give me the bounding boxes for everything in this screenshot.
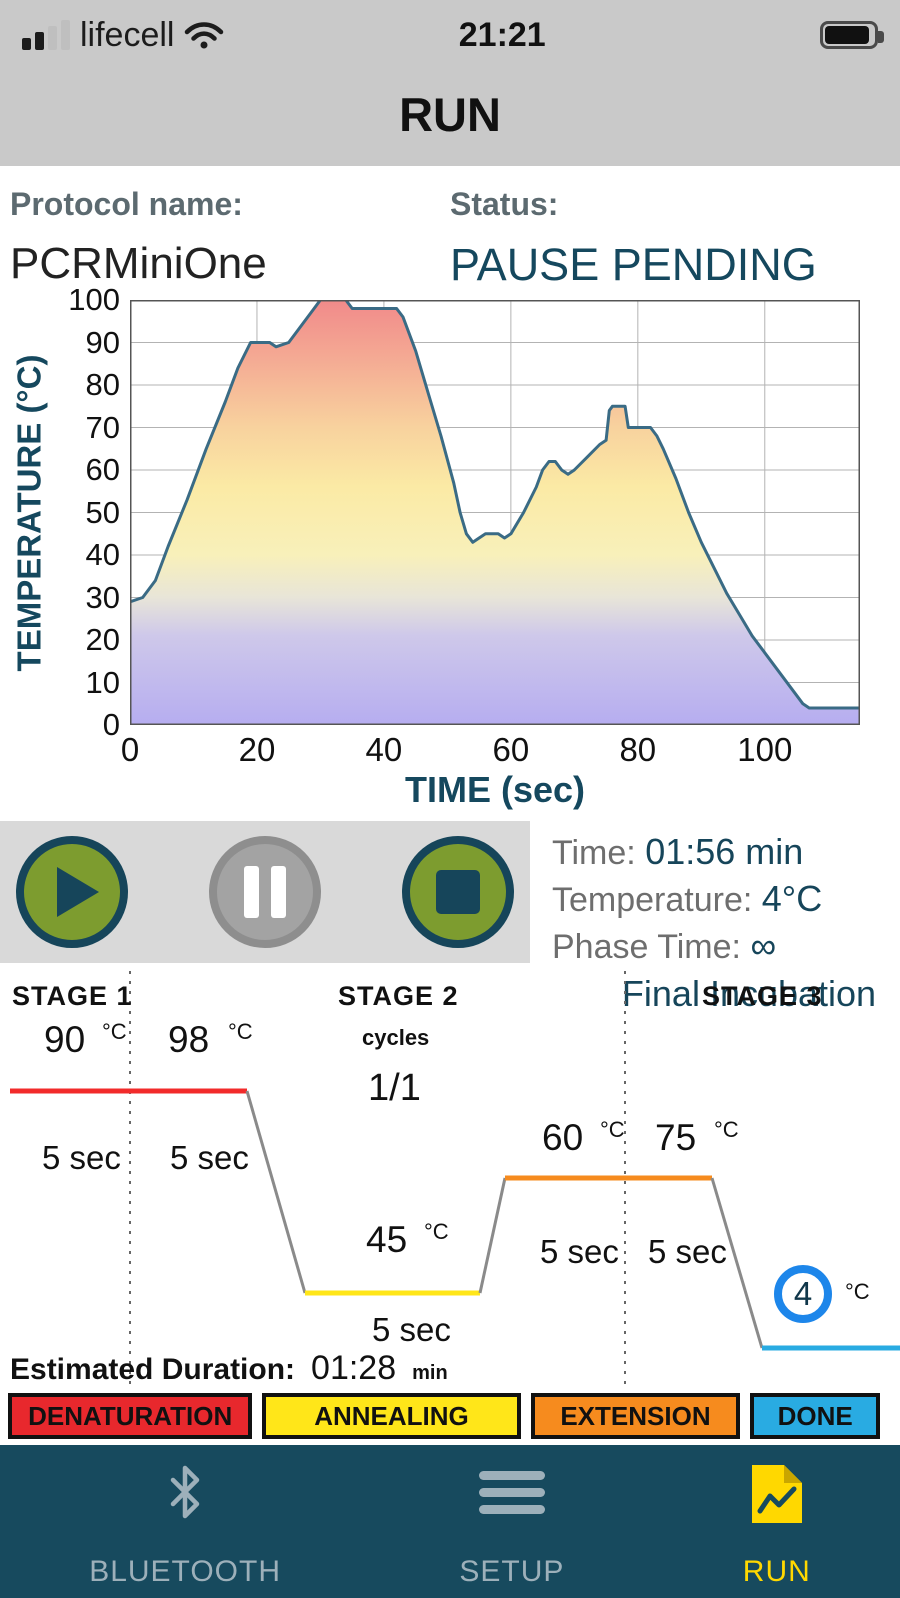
final-temp-unit: °C <box>845 1279 870 1304</box>
status-value: PAUSE PENDING <box>450 239 817 290</box>
time-value: 01:56 min <box>645 831 804 872</box>
phase-button-annealing[interactable]: ANNEALING <box>262 1393 521 1439</box>
temperature-label: Temperature: <box>552 881 753 919</box>
nav-item-run[interactable]: RUN <box>743 1445 811 1598</box>
x-axis-title: TIME (sec) <box>404 769 586 810</box>
phase-time-value: ∞ <box>750 925 777 966</box>
stage-profile-lines <box>10 971 900 1389</box>
extension-unit1: °C <box>600 1117 625 1142</box>
extension-duration2: 5 sec <box>648 1233 727 1270</box>
controls-section: Time: 01:56 min Temperature: 4°C Phase T… <box>0 821 900 1014</box>
stop-button[interactable] <box>402 836 514 948</box>
time-label: Time: <box>552 834 636 872</box>
nav-label-bluetooth: BLUETOOTH <box>89 1555 281 1588</box>
estimated-duration: Estimated Duration: 01:28 min <box>10 1349 448 1388</box>
run-info-panel: Time: 01:56 min Temperature: 4°C Phase T… <box>530 821 900 1014</box>
nav-label-run: RUN <box>742 1555 811 1588</box>
phase-button-done[interactable]: DONE <box>750 1393 880 1439</box>
wifi-icon <box>185 22 224 49</box>
chart-plot-area <box>130 300 860 725</box>
phase-button-extension[interactable]: EXTENSION <box>530 1393 741 1439</box>
status-bar-clock: 21:21 <box>458 15 546 54</box>
phase-time-label: Phase Time: <box>552 928 741 966</box>
cellular-signal-icon <box>22 20 70 50</box>
annealing-duration: 5 sec <box>372 1311 451 1348</box>
menu-icon <box>478 1463 545 1522</box>
stage1-title: STAGE 1 <box>12 981 133 1011</box>
bottom-navigation: BLUETOOTH SETUP RUN <box>0 1445 900 1598</box>
phase-button-denaturation[interactable]: DENATURATION <box>8 1393 253 1439</box>
stage1-step1-duration: 5 sec <box>42 1139 121 1176</box>
phase-buttons-row: DENATURATION ANNEALING EXTENSION DONE <box>0 1389 900 1445</box>
extension-duration1: 5 sec <box>540 1233 619 1270</box>
playback-controls <box>0 821 530 963</box>
cycles-caption: cycles <box>362 1025 430 1050</box>
stage1-step2-temp: 98 <box>168 1019 210 1060</box>
final-temp-badge: 4 <box>774 1265 832 1323</box>
stage1-step2-duration: 5 sec <box>170 1139 249 1176</box>
extension-temp2: 75 <box>655 1117 697 1158</box>
nav-label-setup: SETUP <box>459 1555 565 1588</box>
phase-name: Final Incubation <box>621 973 877 1014</box>
stage2-title: STAGE 2 <box>338 981 459 1011</box>
temperature-chart: TEMPERATURE (°C) 0 10 20 30 40 50 60 70 80 90 100 … <box>0 282 900 815</box>
extension-unit2: °C <box>714 1117 739 1142</box>
carrier-label: lifecell <box>80 15 175 54</box>
stage1-step1-temp: 90 <box>44 1019 86 1060</box>
y-axis-title: TEMPERATURE (°C) <box>10 354 47 671</box>
play-button[interactable] <box>16 836 128 948</box>
estimated-duration-value: 01:28 <box>311 1349 397 1387</box>
extension-temp1: 60 <box>542 1117 584 1158</box>
estimated-duration-label: Estimated Duration: <box>10 1353 296 1386</box>
stage1-step1-unit: °C <box>102 1019 127 1044</box>
page-title: RUN <box>399 87 501 141</box>
stage3-title: STAGE 3 <box>702 981 823 1011</box>
run-document-icon <box>751 1465 802 1523</box>
annealing-temp: 45 <box>366 1219 408 1260</box>
status-bar: lifecell 21:21 <box>0 0 900 62</box>
stage1-step2-unit: °C <box>228 1019 253 1044</box>
temperature-value: 4°C <box>761 878 823 919</box>
protocol-name-label: Protocol name: <box>10 186 243 222</box>
pause-icon <box>244 866 286 918</box>
play-icon <box>57 867 99 917</box>
protocol-status-section: Protocol name: PCRMiniOne Status: PAUSE … <box>0 166 900 294</box>
stage-diagram: STAGE 1 90 °C 98 °C 5 sec 5 sec STAGE 2 … <box>0 971 900 1389</box>
battery-icon <box>819 21 884 49</box>
stop-icon <box>436 870 480 914</box>
estimated-duration-unit: min <box>412 1362 448 1384</box>
protocol-name-value: PCRMiniOne <box>10 239 267 288</box>
y-axis-ticks: 0 10 20 30 40 50 60 70 80 90 100 <box>68 282 120 742</box>
pause-button[interactable] <box>209 836 321 948</box>
nav-item-bluetooth[interactable]: BLUETOOTH <box>89 1445 281 1598</box>
bluetooth-icon <box>170 1465 200 1519</box>
top-bar: lifecell 21:21 RUN <box>0 0 900 166</box>
annealing-unit: °C <box>424 1219 449 1244</box>
cycles-value: 1/1 <box>368 1067 421 1109</box>
x-axis-ticks: 0 20 40 60 80 100 <box>120 731 793 768</box>
status-label: Status: <box>450 186 559 222</box>
nav-item-setup[interactable]: SETUP <box>459 1445 564 1598</box>
